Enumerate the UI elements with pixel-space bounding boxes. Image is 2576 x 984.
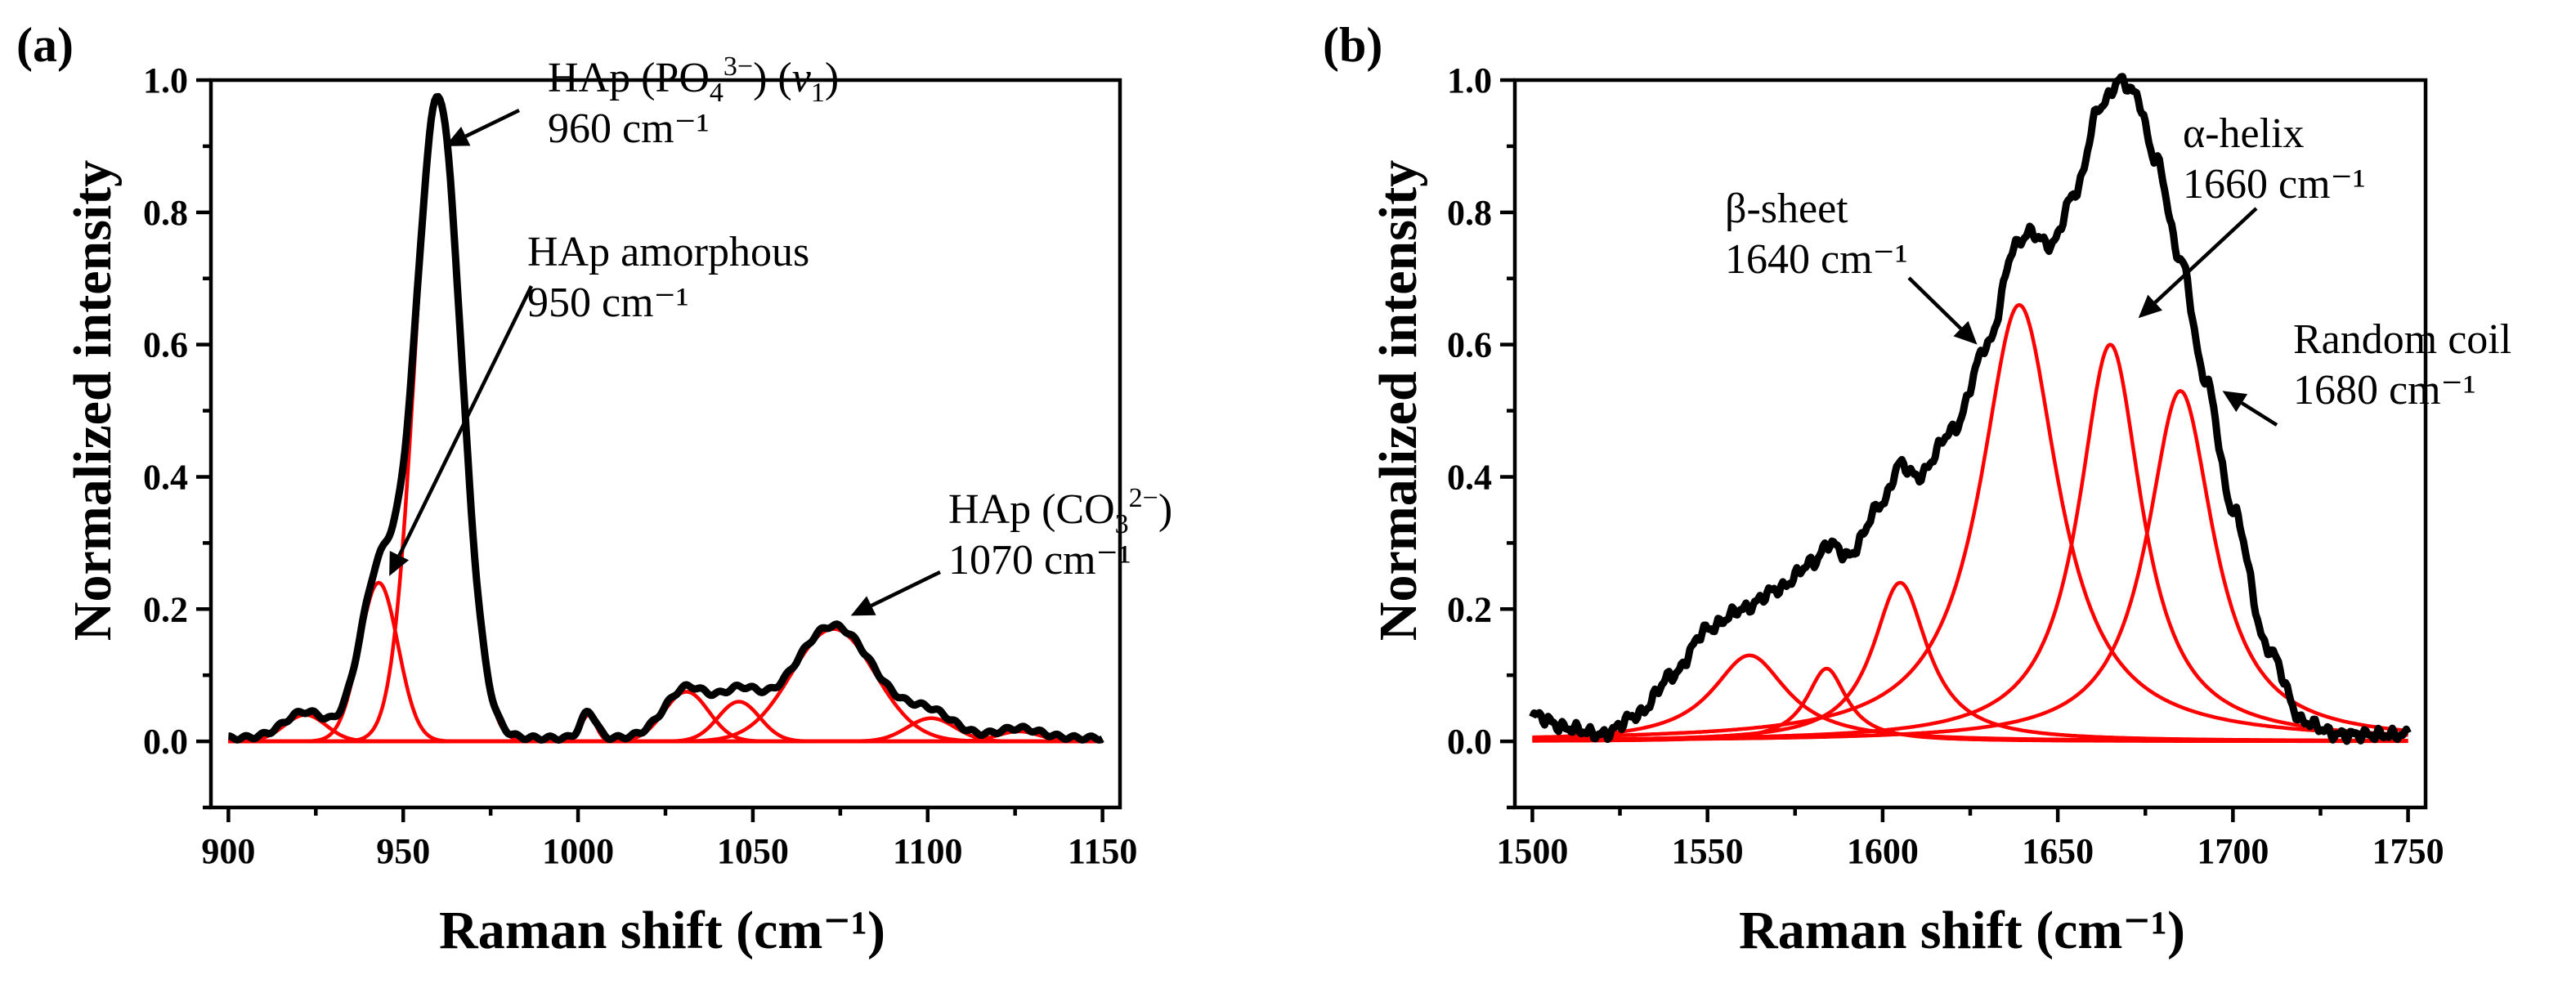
y-tick-label: 0.6 (1447, 325, 1492, 365)
y-tick-label: 0.4 (143, 457, 188, 497)
arrow-head (850, 596, 876, 616)
annotation-arrow (2153, 207, 2258, 304)
annotation-wavenumber: 1070 cm⁻¹ (948, 537, 1131, 584)
fit-component-6 (1532, 389, 2408, 742)
x-tick-label: 1150 (1068, 831, 1138, 871)
panel-a-ylabel: Normalized intensity (63, 160, 123, 641)
annotation-label: HAp amorphous (527, 229, 809, 275)
y-tick-label: 0.8 (1447, 193, 1492, 233)
annotation-label: Random coil (2293, 316, 2511, 363)
measured-spectrum (1529, 73, 2412, 745)
x-tick-label: 1600 (1847, 831, 1919, 871)
annotation-label: HAp (CO32−) (948, 483, 1172, 539)
x-tick-label: 1700 (2197, 831, 2269, 871)
x-tick-label: 1050 (717, 831, 789, 871)
y-tick-label: 0.0 (143, 722, 188, 762)
annotation-3: HAp (CO32−)1070 cm⁻¹ (850, 483, 1172, 616)
panel-b-xlabel: Raman shift (cm⁻¹) (1739, 901, 2185, 960)
x-tick-label: 950 (376, 831, 430, 871)
annotation-arrow (464, 108, 520, 138)
x-tick-label: 1650 (2022, 831, 2094, 871)
x-tick-label: 1500 (1496, 831, 1568, 871)
annotation-arrow (1907, 276, 1963, 330)
arrow-head (389, 550, 410, 576)
fit-component-2 (228, 580, 1103, 744)
y-tick-label: 0.2 (1447, 589, 1492, 629)
arrow-head (2138, 294, 2163, 319)
arrow-head (1953, 320, 1978, 345)
arrow-head (2222, 391, 2248, 413)
annotation-wavenumber: 1680 cm⁻¹ (2293, 367, 2476, 414)
x-tick-label: 900 (201, 831, 255, 871)
annotation-wavenumber: 1640 cm⁻¹ (1725, 236, 1908, 283)
y-tick-label: 0.8 (143, 193, 188, 233)
annotation-wavenumber: 960 cm⁻¹ (548, 105, 710, 152)
fit-component-4 (1532, 302, 2408, 740)
x-tick-label: 1000 (542, 831, 614, 871)
panel-label-b: (b) (1323, 18, 1382, 72)
panel-b: (b) Normalized intensity Raman shift (cm… (1323, 18, 2511, 960)
annotation-label: HAp (PO43−) (v1) (548, 51, 839, 108)
annotation-wavenumber: 1660 cm⁻¹ (2183, 161, 2366, 208)
x-tick-label: 1100 (893, 831, 963, 871)
annotation-1: HAp (PO43−) (v1)960 cm⁻¹ (445, 51, 839, 152)
arrow-head (445, 126, 471, 146)
annotation-arrow (397, 285, 534, 557)
panel-a: (a) Normalized intensity Raman shift (cm… (16, 18, 1172, 960)
y-tick-label: 1.0 (143, 60, 188, 101)
fit-component-9 (228, 729, 1103, 744)
y-tick-label: 0.2 (143, 589, 188, 629)
y-tick-label: 0.0 (1447, 722, 1492, 762)
y-tick-label: 0.6 (143, 325, 188, 365)
panel-a-xlabel: Raman shift (cm⁻¹) (439, 901, 885, 960)
y-tick-label: 1.0 (1447, 60, 1492, 101)
annotation-arrow (870, 570, 941, 608)
annotation-label: α-helix (2183, 110, 2305, 157)
panel-label-a: (a) (16, 18, 74, 72)
measured-spectrum (226, 92, 1104, 744)
x-tick-label: 1550 (1672, 831, 1744, 871)
annotation-arrow (2241, 401, 2278, 427)
annotation-label: β-sheet (1725, 186, 1848, 232)
annotation-2: HAp amorphous 950 cm⁻¹ (389, 229, 809, 576)
y-tick-label: 0.4 (1447, 457, 1492, 497)
x-tick-label: 1750 (2372, 831, 2444, 871)
annotation-wavenumber: 950 cm⁻¹ (527, 280, 689, 326)
panel-b-ylabel: Normalized intensity (1369, 160, 1428, 641)
